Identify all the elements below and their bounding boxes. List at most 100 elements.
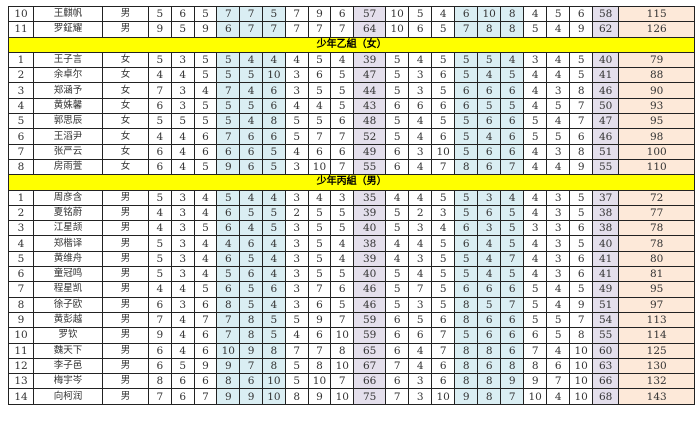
hole-10-score: 6 <box>385 342 410 359</box>
hole-13-score: 8 <box>454 373 479 390</box>
hole-13-score: 8 <box>454 342 479 359</box>
hole-11-score: 3 <box>408 143 433 160</box>
hole-3-score: 5 <box>193 97 218 115</box>
hole-2-score: 6 <box>170 388 195 405</box>
hole-16-score: 4 <box>523 143 548 160</box>
player-row: 14 向柯润男 7 6 7 9 9 10 8 9 10 75 7 3 10 9 8 7 10 4 10 68 143 <box>8 388 696 405</box>
hole-14-score: 6 <box>477 113 502 130</box>
hole-16-score: 5 <box>523 128 548 145</box>
player-row: 7 程星凯男 4 4 5 6 5 6 3 7 6 46 5 7 5 6 6 6 5 4 5 49 95 <box>8 281 696 298</box>
hole-3-score: 6 <box>193 373 218 390</box>
hole-3-score: 6 <box>193 327 218 344</box>
hole-17-score: 3 <box>546 266 571 283</box>
player-gender: 男 <box>102 5 149 23</box>
hole-14-score: 6 <box>477 327 502 344</box>
hole-15-score: 5 <box>500 220 525 237</box>
hole-2-score: 5 <box>170 113 195 130</box>
front-nine-subtotal: 48 <box>353 113 387 130</box>
back-nine-subtotal: 41 <box>592 250 620 268</box>
hole-10-score: 5 <box>385 220 410 237</box>
hole-2-score: 3 <box>170 189 195 206</box>
hole-16-score: 7 <box>523 342 548 359</box>
hole-10-score: 5 <box>385 266 410 283</box>
hole-9-score: 4 <box>330 51 355 69</box>
hole-9-score: 5 <box>330 220 355 237</box>
hole-18-score: 5 <box>569 51 594 69</box>
hole-1-score: 4 <box>148 204 172 222</box>
front-nine-subtotal: 67 <box>353 357 387 375</box>
hole-11-score: 3 <box>408 388 433 405</box>
hole-8-score: 6 <box>307 327 332 344</box>
hole-10-score: 7 <box>385 388 410 405</box>
player-number: 10 <box>8 5 34 23</box>
front-nine-subtotal: 44 <box>353 82 387 99</box>
hole-9-score: 6 <box>330 143 355 160</box>
hole-7-score: 7 <box>284 21 309 38</box>
player-number: 4 <box>8 235 34 252</box>
hole-7-score: 3 <box>284 67 309 84</box>
front-nine-subtotal: 40 <box>353 266 387 283</box>
back-nine-subtotal: 40 <box>592 235 620 252</box>
player-gender: 女 <box>102 143 149 160</box>
hole-14-score: 4 <box>477 67 502 84</box>
hole-15-score: 6 <box>500 113 525 130</box>
hole-16-score: 5 <box>523 311 548 329</box>
hole-8-score: 5 <box>307 82 332 99</box>
back-nine-subtotal: 46 <box>592 128 620 145</box>
hole-14-score: 5 <box>477 296 502 313</box>
hole-14-score: 6 <box>477 158 502 176</box>
hole-15-score: 6 <box>500 342 525 359</box>
hole-2-score: 4 <box>170 158 195 176</box>
hole-4-score: 5 <box>216 51 241 69</box>
player-gender: 男 <box>102 357 149 375</box>
player-number: 11 <box>8 342 34 359</box>
player-gender: 男 <box>102 327 149 344</box>
hole-11-score: 6 <box>408 327 433 344</box>
hole-11-score: 2 <box>408 204 433 222</box>
back-nine-subtotal: 54 <box>592 311 620 329</box>
hole-9-score: 5 <box>330 82 355 99</box>
player-name: 罗鉦耀 <box>33 21 103 38</box>
hole-3-score: 4 <box>193 189 218 206</box>
hole-1-score: 6 <box>148 143 172 160</box>
hole-17-score: 4 <box>546 281 571 298</box>
hole-10-score: 4 <box>385 235 410 252</box>
player-row: 3 江星颉男 4 3 5 6 4 5 3 5 5 40 5 3 4 6 3 5 3 3 6 38 78 <box>8 220 696 237</box>
back-nine-subtotal: 49 <box>592 281 620 298</box>
hole-1-score: 6 <box>148 342 172 359</box>
front-nine-subtotal: 65 <box>353 342 387 359</box>
hole-8-score: 5 <box>307 51 332 69</box>
hole-7-score: 3 <box>284 220 309 237</box>
player-gender: 男 <box>102 21 149 38</box>
hole-12-score: 6 <box>431 311 456 329</box>
hole-6-score: 6 <box>261 128 286 145</box>
hole-14-score: 5 <box>477 51 502 69</box>
hole-12-score: 5 <box>431 266 456 283</box>
hole-13-score: 5 <box>454 51 479 69</box>
hole-12-score: 6 <box>431 373 456 390</box>
hole-1-score: 5 <box>148 235 172 252</box>
hole-8-score: 7 <box>307 342 332 359</box>
total-score: 110 <box>618 158 696 176</box>
hole-12-score: 10 <box>431 388 456 405</box>
back-nine-subtotal: 38 <box>592 220 620 237</box>
player-name: 向柯润 <box>33 388 103 405</box>
back-nine-subtotal: 38 <box>592 204 620 222</box>
hole-8-score: 5 <box>307 113 332 130</box>
hole-18-score: 7 <box>569 113 594 130</box>
player-row: 2 夏铭蔚男 4 3 4 6 5 5 2 5 5 39 5 2 3 5 6 5 4 3 5 38 77 <box>8 204 696 222</box>
hole-17-score: 7 <box>546 373 571 390</box>
back-nine-subtotal: 55 <box>592 327 620 344</box>
hole-1-score: 5 <box>148 266 172 283</box>
player-name: 魏天下 <box>33 342 103 359</box>
hole-18-score: 8 <box>569 327 594 344</box>
hole-12-score: 5 <box>431 51 456 69</box>
hole-14-score: 4 <box>477 250 502 268</box>
hole-15-score: 8 <box>500 357 525 375</box>
hole-5-score: 6 <box>239 158 263 176</box>
player-row: 5 黄维舟男 5 3 4 6 5 4 3 5 4 39 4 3 5 5 4 7 4 3 6 41 80 <box>8 250 696 268</box>
player-gender: 男 <box>102 296 149 313</box>
total-score: 143 <box>618 388 696 405</box>
hole-13-score: 5 <box>454 327 479 344</box>
hole-5-score: 6 <box>239 235 263 252</box>
